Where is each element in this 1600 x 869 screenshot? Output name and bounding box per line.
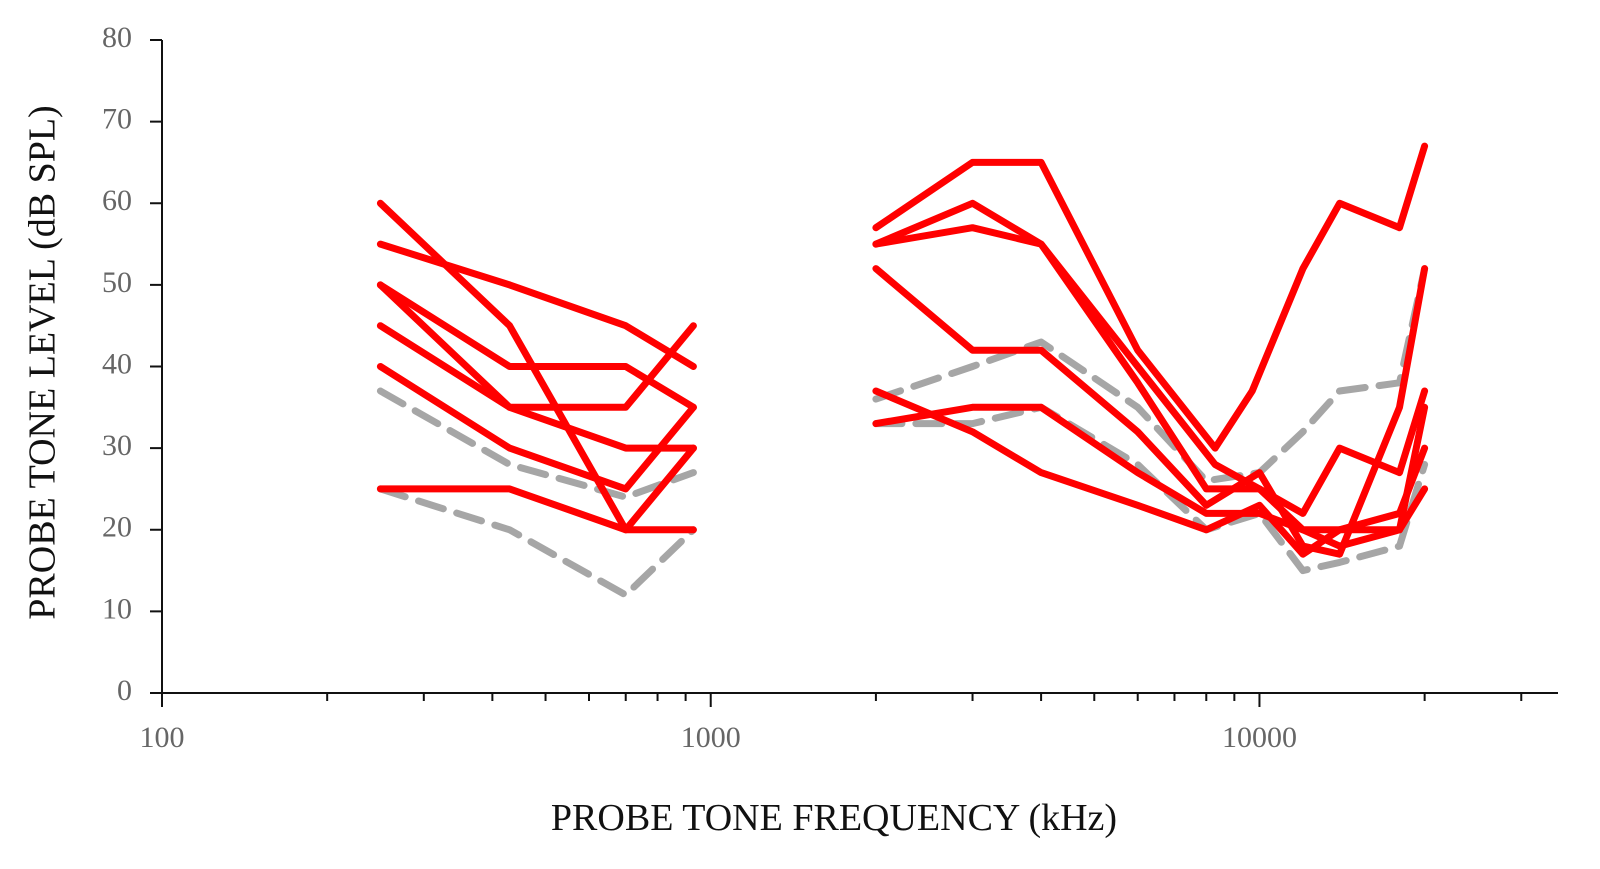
red-series-line-3 <box>376 281 697 411</box>
plot-series <box>376 142 1429 599</box>
x-tick-label: 10000 <box>1222 721 1297 754</box>
red-series-line-14 <box>872 387 1429 558</box>
y-tick-label: 40 <box>102 347 132 380</box>
red-series-line-15 <box>872 403 1429 550</box>
red-series-line-7 <box>376 444 697 534</box>
x-axis-title: PROBE TONE FREQUENCY (kHz) <box>551 797 1117 839</box>
y-tick-label: 60 <box>102 184 132 217</box>
y-tick-label: 10 <box>102 592 132 625</box>
y-tick-label: 20 <box>102 511 132 544</box>
gray-dashed-series-line-9 <box>376 485 697 599</box>
y-tick-label: 70 <box>102 103 132 136</box>
y-tick-label: 30 <box>102 429 132 462</box>
red-series-line-2 <box>376 240 697 370</box>
x-axis: 100 1000 10000 <box>140 692 1558 754</box>
gray-dashed-series-line-17 <box>872 403 1429 575</box>
y-tick-label: 0 <box>117 674 132 707</box>
red-series-line-6 <box>376 363 697 493</box>
y-tick-label: 80 <box>102 21 132 54</box>
y-axis-title: PROBE TONE LEVEL (dB SPL) <box>22 105 64 619</box>
red-series-line-11 <box>872 199 1429 517</box>
red-series-line-4 <box>376 281 697 411</box>
red-series-line-13 <box>872 265 1429 558</box>
red-series-line-10 <box>872 142 1429 452</box>
x-tick-label: 1000 <box>681 721 741 754</box>
y-tick-label: 50 <box>102 266 132 299</box>
y-axis: 0 10 20 30 40 50 60 70 80 <box>102 21 163 707</box>
x-tick-label: 100 <box>140 721 185 754</box>
